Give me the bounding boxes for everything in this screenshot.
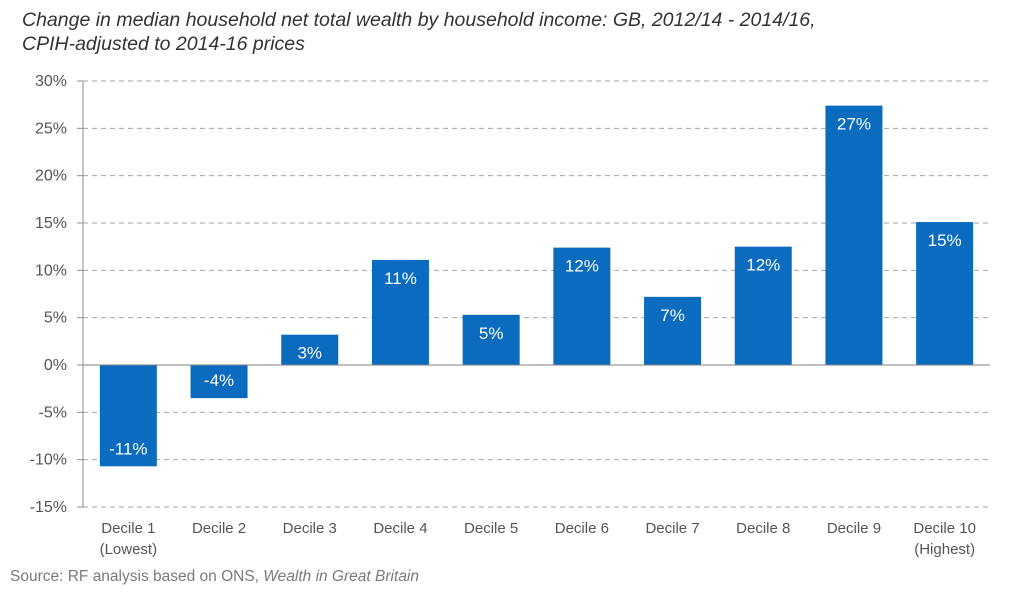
y-tick-label: 5%	[44, 310, 67, 327]
chart-title-line-1: Change in median household net total wea…	[22, 9, 816, 31]
data-label: 27%	[837, 115, 871, 134]
x-tick-label: Decile 9	[827, 520, 881, 537]
bar	[281, 334, 339, 365]
x-tick-label: (Lowest)	[100, 541, 158, 558]
bar	[734, 246, 792, 365]
source-prefix: Source: RF analysis based on ONS,	[10, 568, 264, 585]
bar	[462, 314, 520, 365]
data-label: 3%	[297, 344, 322, 363]
x-tick-label: Decile 4	[373, 520, 427, 537]
x-tick-label: Decile 5	[464, 520, 518, 537]
y-tick-label: 15%	[35, 215, 67, 232]
bar	[553, 247, 611, 365]
data-label: 11%	[384, 269, 417, 288]
data-label: -4%	[204, 371, 234, 390]
y-tick-label: 10%	[35, 262, 67, 279]
data-label: 7%	[660, 306, 685, 325]
x-tick-label: Decile 8	[736, 520, 790, 537]
chart-title-line-2: CPIH-adjusted to 2014-16 prices	[22, 33, 305, 55]
y-tick-label: -15%	[30, 499, 67, 516]
bar	[371, 259, 429, 365]
y-tick-label: 25%	[35, 120, 67, 137]
chart-title: Change in median household net total wea…	[22, 8, 1012, 56]
x-tick-label: (Highest)	[914, 541, 975, 558]
y-tick-label: 30%	[35, 73, 67, 90]
bar	[916, 222, 974, 365]
data-label: -11%	[109, 439, 147, 458]
y-tick-label: -5%	[39, 404, 67, 421]
x-tick-label: Decile 10	[913, 520, 976, 537]
x-tick-label: Decile 1	[101, 520, 155, 537]
x-tick-label: Decile 7	[645, 520, 699, 537]
bar	[99, 365, 157, 467]
data-label: 12%	[746, 256, 780, 275]
x-tick-label: Decile 2	[192, 520, 246, 537]
bar	[644, 296, 702, 365]
bar	[190, 365, 248, 399]
bar	[825, 105, 883, 365]
data-label: 12%	[565, 257, 599, 276]
y-tick-label: 20%	[35, 168, 67, 185]
y-tick-label: -10%	[30, 452, 67, 469]
data-label: 5%	[479, 324, 504, 343]
source-publication: Wealth in Great Britain	[263, 568, 419, 585]
data-label: 15%	[928, 231, 962, 250]
y-tick-label: 0%	[44, 357, 67, 374]
x-tick-label: Decile 3	[283, 520, 337, 537]
x-tick-label: Decile 6	[555, 520, 609, 537]
source-note: Source: RF analysis based on ONS, Wealth…	[10, 568, 419, 586]
